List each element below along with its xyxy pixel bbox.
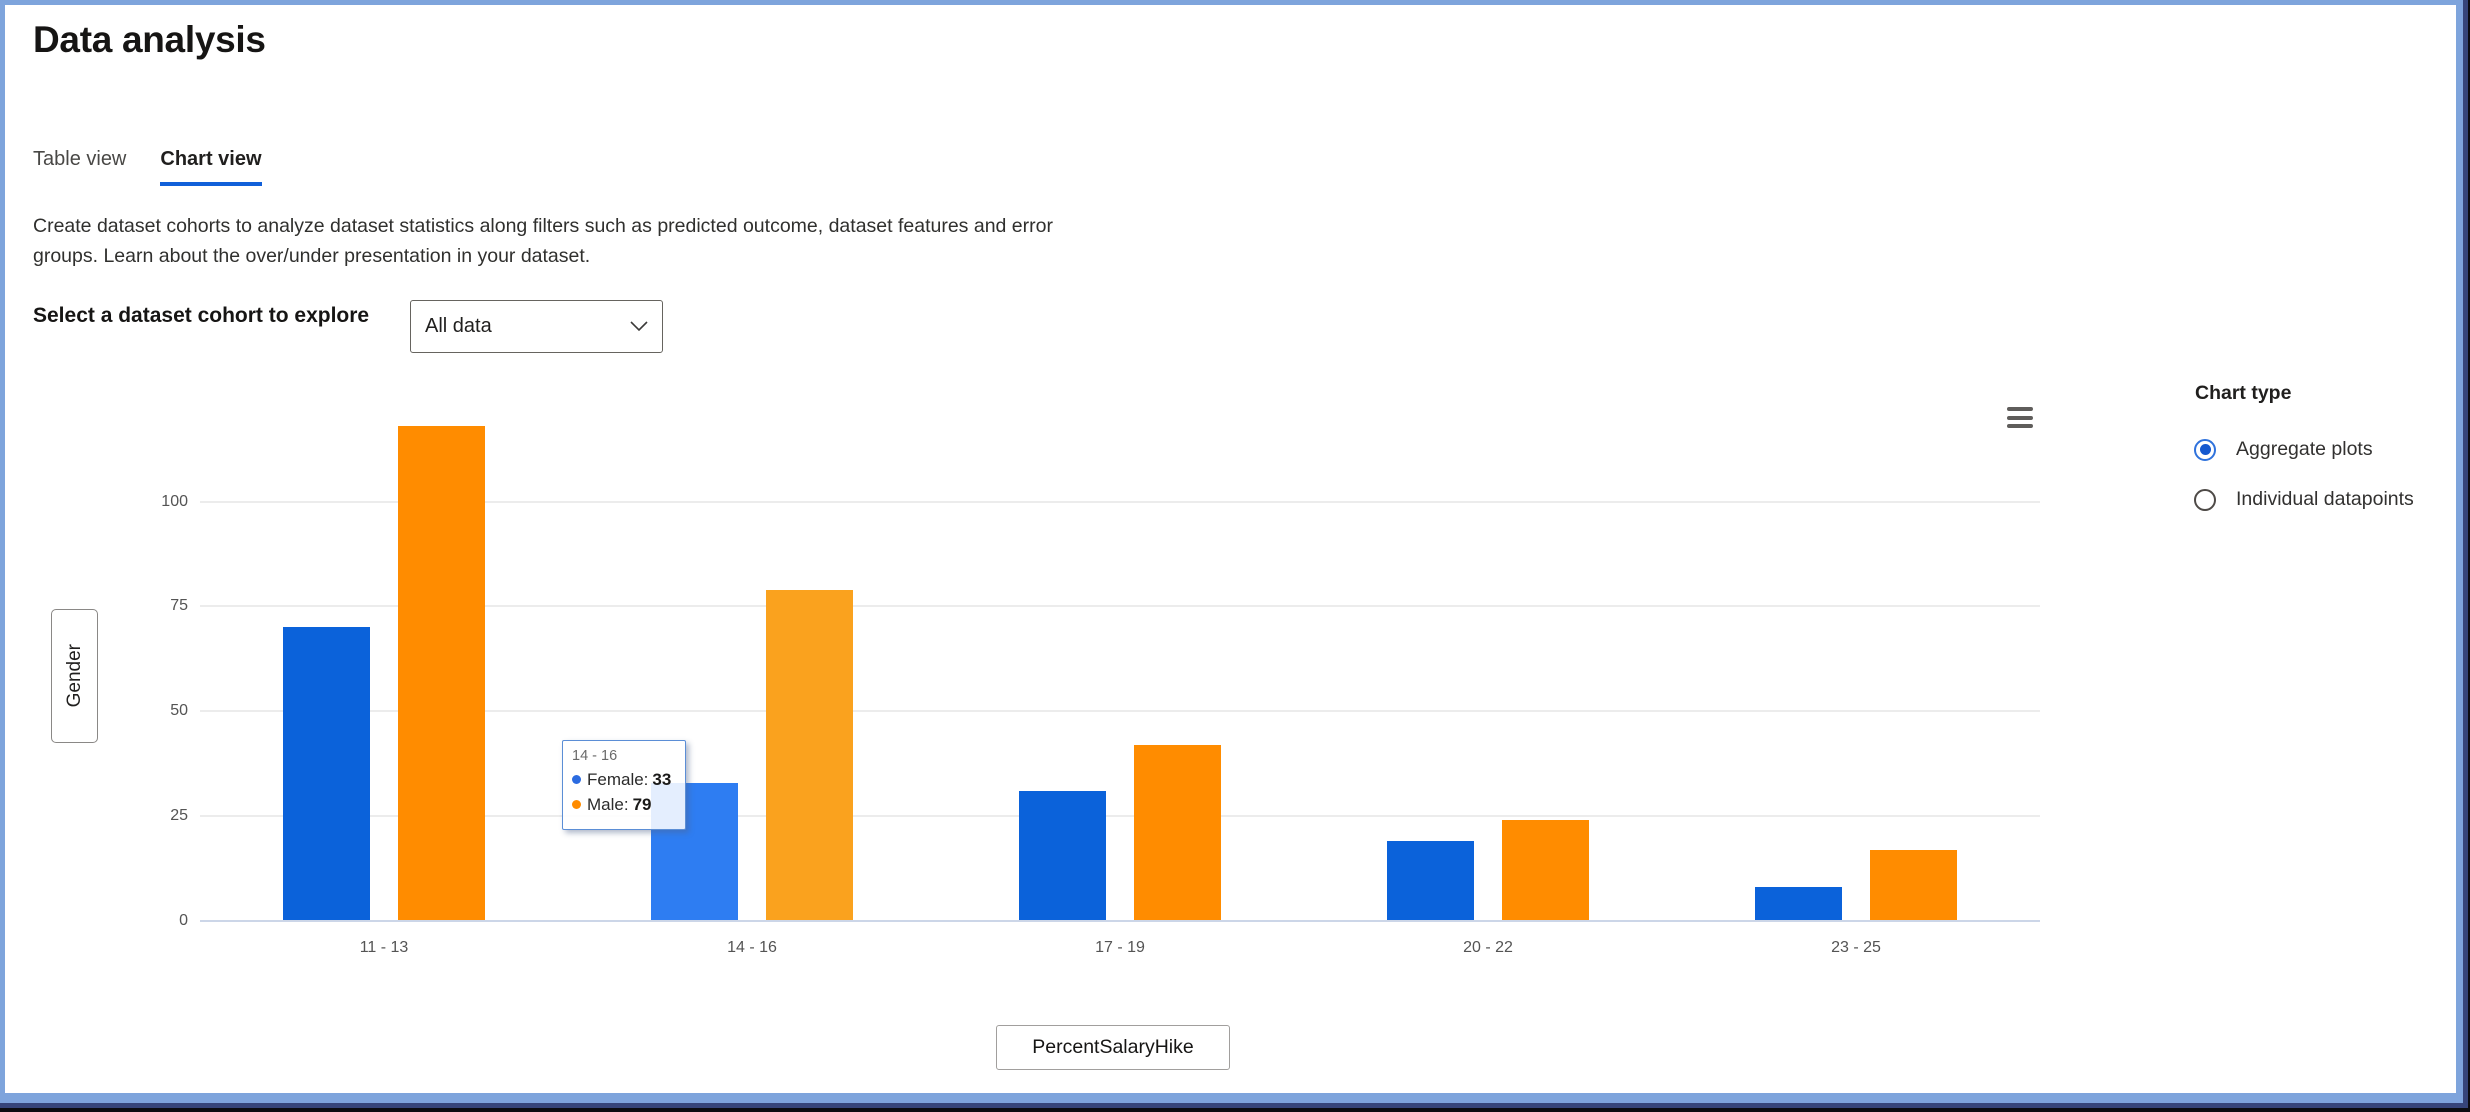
chart-tooltip: 14 - 16 Female: 33 Male: 79: [562, 740, 686, 830]
male-series-dot-icon: [572, 800, 581, 809]
app-content: Data analysis Table view Chart view Crea…: [5, 5, 2456, 1093]
y-gridline: [200, 815, 2040, 818]
bar-male-4[interactable]: [1502, 820, 1589, 921]
x-tick-label: 11 - 13: [359, 939, 409, 956]
radio-dot: [2200, 494, 2211, 505]
x-tick-label: 23 - 25: [1831, 939, 1881, 956]
tab-bar: Table view Chart view: [33, 148, 262, 186]
chevron-down-icon: [630, 321, 648, 332]
bar-male-3[interactable]: [1134, 744, 1221, 921]
y-tick-label: 75: [170, 597, 188, 615]
x-axis-line: [200, 920, 2040, 922]
x-tick-label: 14 - 16: [727, 939, 777, 956]
chart-menu-button[interactable]: [2007, 407, 2033, 429]
radio-aggregate-plots[interactable]: Aggregate plots: [2194, 438, 2373, 461]
tooltip-row-male: Male: 79: [572, 792, 676, 817]
y-tick-label: 50: [170, 702, 188, 720]
hamburger-menu-icon: [2007, 407, 2033, 411]
bar-female-1[interactable]: [283, 627, 370, 921]
plot-area: 0 25 50 75 100 11 - 13 14 - 16 17 - 19 20 - 22 23…: [161, 405, 2040, 956]
radio-selected-icon: [2194, 438, 2216, 461]
page-title: Data analysis: [33, 19, 266, 60]
radio-unselected-icon: [2194, 488, 2216, 511]
hamburger-menu-icon-line: [2007, 424, 2033, 428]
hamburger-menu-icon-line: [2007, 415, 2033, 420]
description-line-1: Create dataset cohorts to analyze datase…: [33, 215, 1053, 237]
cohort-dropdown[interactable]: All data: [410, 300, 663, 353]
tab-table-view[interactable]: Table view: [33, 148, 127, 170]
tooltip-row-female: Female: 33: [572, 767, 676, 792]
radio-dot: [2199, 444, 2211, 455]
radio-individual-datapoints-label: Individual datapoints: [2236, 488, 2414, 510]
tooltip-female-label: Female:: [587, 770, 649, 789]
y-gridline: [200, 710, 2040, 713]
y-axis-button[interactable]: Gender: [51, 609, 98, 743]
bar-male-1[interactable]: [398, 425, 485, 921]
cohort-dropdown-value: All data: [425, 315, 492, 337]
y-tick-label: 0: [179, 912, 188, 929]
y-gridline: [200, 605, 2040, 608]
x-tick-label: 20 - 22: [1463, 939, 1513, 956]
bar-female-4[interactable]: [1387, 841, 1474, 921]
radio-aggregate-plots-label: Aggregate plots: [2236, 438, 2373, 460]
x-axis-label: PercentSalaryHike: [1032, 1036, 1194, 1058]
tooltip-category: 14 - 16: [572, 748, 618, 764]
radio-individual-datapoints[interactable]: Individual datapoints: [2194, 488, 2414, 511]
y-tick-label: 25: [170, 807, 188, 825]
chart-type-title: Chart type: [2195, 382, 2292, 404]
bar-male-2[interactable]: [766, 589, 853, 921]
y-gridline: [200, 500, 2040, 503]
tab-chart-view[interactable]: Chart view: [160, 148, 262, 186]
tooltip-male-value: 79: [632, 795, 652, 814]
bar-female-5[interactable]: [1755, 887, 1842, 921]
tooltip-female-value: 33: [652, 770, 672, 789]
y-tick-label: 100: [161, 492, 188, 510]
x-tick-label: 17 - 19: [1095, 939, 1145, 956]
bar-male-5[interactable]: [1870, 849, 1957, 921]
tooltip-male-label: Male:: [587, 795, 629, 814]
y-axis-label: Gender: [63, 644, 85, 708]
cohort-selector-label: Select a dataset cohort to explore: [33, 304, 370, 327]
female-series-dot-icon: [572, 775, 581, 784]
description-text: Create dataset cohorts to analyze datase…: [33, 211, 1053, 271]
x-axis-button[interactable]: PercentSalaryHike: [996, 1025, 1230, 1070]
bar-female-3[interactable]: [1019, 790, 1106, 921]
description-line-2: groups. Learn about the over/under prese…: [33, 245, 591, 267]
